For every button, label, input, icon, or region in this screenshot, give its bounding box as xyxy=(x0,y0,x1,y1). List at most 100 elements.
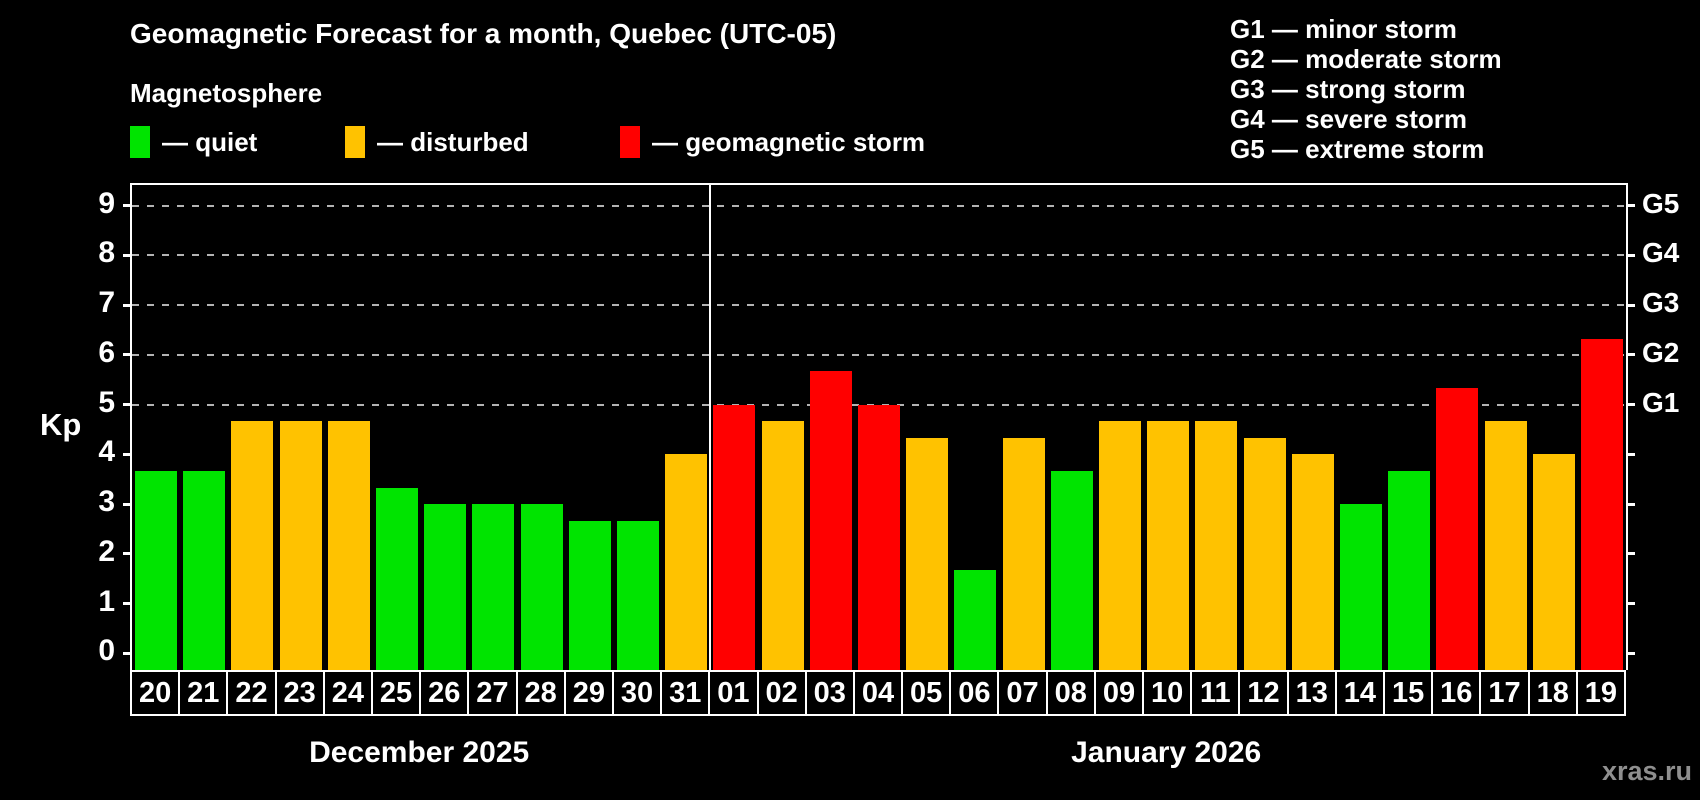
y-tick-label-8: 8 xyxy=(98,236,115,270)
x-tick-day-15: 15 xyxy=(1383,670,1434,716)
x-axis-day-strip: 20 21 22 23 24 25 26 27 28 29 30 31 01 02 03 04 05 06 07 08… xyxy=(130,670,1628,716)
y-tick-label-9: 9 xyxy=(98,186,115,220)
x-tick-day-05: 05 xyxy=(901,670,952,716)
y-tick-label-1: 1 xyxy=(98,584,115,618)
x-tick-day-16: 16 xyxy=(1431,670,1482,716)
gridline-kp-7 xyxy=(132,304,1626,307)
y-axis-tick xyxy=(123,602,132,606)
legend-storm-label: — geomagnetic storm xyxy=(652,126,926,157)
quiet-swatch-icon xyxy=(130,126,150,158)
month-label: January 2026 xyxy=(1071,736,1262,769)
x-tick-day-11: 11 xyxy=(1190,670,1241,716)
legend-item-quiet: — quiet xyxy=(130,124,257,160)
bar-day-05 xyxy=(906,438,949,670)
right-axis-tick xyxy=(1626,403,1635,407)
y-axis-title: Kp xyxy=(40,407,82,442)
bar-day-09 xyxy=(1098,421,1141,670)
bar-day-28 xyxy=(520,504,563,670)
bar-day-25 xyxy=(376,487,419,670)
x-tick-day-23: 23 xyxy=(274,670,325,716)
right-axis-tick xyxy=(1626,353,1635,357)
disturbed-swatch-icon xyxy=(345,126,365,158)
bar-day-12 xyxy=(1243,438,1286,670)
right-axis-label-G5: G5 xyxy=(1642,187,1680,219)
legend-item-disturbed: — disturbed xyxy=(345,124,529,160)
plot-area xyxy=(123,183,1635,670)
x-tick-day-28: 28 xyxy=(515,670,566,716)
y-axis-tick xyxy=(123,403,132,407)
x-tick-day-04: 04 xyxy=(852,670,904,716)
right-axis-tick xyxy=(1626,253,1635,257)
bar-day-27 xyxy=(472,504,515,670)
x-tick-day-08: 08 xyxy=(1045,670,1096,716)
right-axis-tick xyxy=(1626,502,1635,506)
storm-swatch-icon xyxy=(620,126,640,158)
y-tick-label-0: 0 xyxy=(98,634,115,668)
right-axis-label-G1: G1 xyxy=(1642,386,1680,418)
y-axis-tick xyxy=(123,651,132,655)
y-axis-tick xyxy=(123,552,132,556)
right-axis-tick xyxy=(1626,602,1635,606)
y-tick-label-7: 7 xyxy=(98,286,115,320)
g-scale-legend: G1 — minor storm G2 — moderate storm G3 — … xyxy=(1230,14,1502,164)
x-tick-day-14: 14 xyxy=(1334,670,1386,716)
legend-quiet-label: — quiet xyxy=(162,126,258,157)
bar-day-16 xyxy=(1436,388,1479,670)
g-legend-line: G1 — minor storm xyxy=(1230,14,1457,44)
bar-day-21 xyxy=(183,470,226,670)
bar-day-01 xyxy=(713,404,756,670)
x-tick-day-07: 07 xyxy=(997,670,1048,716)
y-tick-label-2: 2 xyxy=(98,534,115,568)
y-axis-tick xyxy=(123,353,132,357)
x-tick-day-17: 17 xyxy=(1479,670,1530,716)
right-axis-tick xyxy=(1626,651,1635,655)
right-axis-label-G3: G3 xyxy=(1642,287,1680,319)
legend-item-storm: — geomagnetic storm xyxy=(620,124,925,160)
x-tick-day-02: 02 xyxy=(756,670,807,716)
bar-day-29 xyxy=(568,520,611,670)
y-axis-tick xyxy=(123,452,132,456)
bar-day-07 xyxy=(1002,438,1045,670)
bar-day-26 xyxy=(424,504,467,670)
x-tick-day-19: 19 xyxy=(1575,670,1626,716)
gridline-kp-6 xyxy=(132,353,1626,356)
bar-day-11 xyxy=(1195,421,1238,670)
x-tick-day-10: 10 xyxy=(1142,670,1193,716)
right-axis-tick xyxy=(1626,552,1635,556)
bar-day-20 xyxy=(135,470,178,670)
y-tick-label-6: 6 xyxy=(98,335,115,369)
bar-day-10 xyxy=(1147,421,1190,670)
bar-day-03 xyxy=(809,371,852,670)
right-axis-label-G4: G4 xyxy=(1642,237,1680,269)
y-tick-label-4: 4 xyxy=(98,435,115,469)
watermark: xras.ru xyxy=(1601,756,1692,786)
month-divider-line xyxy=(709,185,712,670)
bar-day-13 xyxy=(1291,454,1334,670)
right-axis-tick xyxy=(1626,452,1635,456)
x-tick-day-25: 25 xyxy=(370,670,422,716)
x-tick-day-21: 21 xyxy=(178,670,229,716)
y-axis-tick xyxy=(123,204,132,208)
x-tick-day-18: 18 xyxy=(1527,670,1578,716)
chart-subtitle: Magnetosphere xyxy=(130,78,323,108)
g-legend-line: G5 — extreme storm xyxy=(1230,134,1485,164)
gridline-kp-9 xyxy=(132,204,1626,207)
x-tick-day-13: 13 xyxy=(1286,670,1337,716)
x-tick-day-30: 30 xyxy=(611,670,663,716)
chart-title: Geomagnetic Forecast for a month, Quebec… xyxy=(130,18,837,49)
gridline-kp-8 xyxy=(132,254,1626,257)
y-tick-label-5: 5 xyxy=(98,385,115,419)
x-tick-day-22: 22 xyxy=(226,670,277,716)
bar-day-06 xyxy=(954,570,997,670)
bar-day-18 xyxy=(1532,454,1575,670)
month-label: December 2025 xyxy=(309,736,530,769)
x-tick-day-03: 03 xyxy=(804,670,855,716)
x-tick-day-26: 26 xyxy=(419,670,470,716)
bar-day-14 xyxy=(1339,504,1382,670)
bar-day-02 xyxy=(761,421,804,670)
x-tick-day-12: 12 xyxy=(1238,670,1289,716)
y-axis-tick xyxy=(123,253,132,257)
x-tick-day-09: 09 xyxy=(1093,670,1145,716)
x-tick-day-24: 24 xyxy=(322,670,373,716)
